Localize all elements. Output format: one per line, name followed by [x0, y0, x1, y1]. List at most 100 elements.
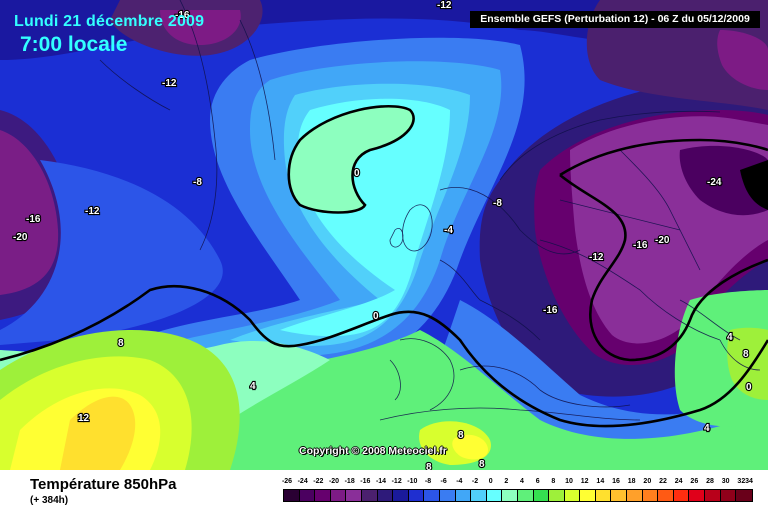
- color-scale-swatch: [408, 490, 425, 501]
- color-scale-label: 28: [706, 478, 714, 485]
- color-scale-label: 24: [674, 478, 683, 485]
- isotherm-label: -16: [543, 305, 558, 316]
- isotherm-label: -12: [589, 252, 604, 263]
- model-run-info: Ensemble GEFS (Perturbation 12) - 06 Z d…: [470, 11, 760, 28]
- color-scale-label: -26: [281, 478, 293, 485]
- color-scale-swatch: [455, 490, 472, 501]
- lead-time: (+ 384h): [30, 495, 69, 506]
- color-scale-swatch: [720, 490, 737, 501]
- isotherm-0-main: [0, 284, 768, 428]
- color-scale-label: -12: [391, 478, 402, 485]
- isotherm-label: 4: [250, 381, 256, 392]
- color-scale-label: -10: [407, 478, 418, 485]
- isotherm-label: -20: [655, 235, 670, 246]
- color-scale-label: 8: [551, 478, 556, 485]
- isotherm-minus20: [559, 138, 768, 362]
- color-scale-label: 0: [488, 478, 493, 485]
- isotherm-label: 4: [727, 332, 733, 343]
- isotherm-label: -16: [26, 214, 41, 225]
- color-scale-label: -4: [456, 478, 463, 485]
- color-scale-swatch: [377, 490, 394, 501]
- isotherm-label: 12: [78, 413, 90, 424]
- isotherm-label: 8: [426, 462, 432, 470]
- color-scale-label: -20: [328, 478, 340, 485]
- color-scale-swatch: [564, 490, 581, 501]
- color-scale-swatch: [393, 490, 409, 501]
- field-ne-magenta: [717, 30, 768, 90]
- color-scale-swatch: [689, 490, 706, 501]
- color-scale-label: 12: [580, 478, 589, 485]
- color-scale-swatch: [658, 490, 674, 501]
- copyright-notice: Copyright © 2008 Meteociel.fr: [299, 445, 447, 457]
- color-scale-swatch: [284, 490, 300, 501]
- color-scale-swatch: [471, 490, 487, 501]
- color-scale-swatch: [549, 490, 565, 501]
- color-scale-swatch: [346, 490, 362, 501]
- color-scale-swatch: [299, 490, 316, 501]
- color-scale-swatch: [486, 490, 503, 501]
- field-east-core: [679, 145, 768, 216]
- color-scale-swatch: [736, 490, 752, 501]
- isotherm-labels: -12 -16 -12 -8 -16 -12 -20 0 -8 -4 -12 -…: [12, 0, 753, 470]
- color-scale-label: 30: [721, 478, 730, 485]
- forecast-local-time: 7:00 locale: [20, 33, 128, 56]
- color-scale-label: 34: [745, 478, 753, 485]
- isotherms: [0, 104, 768, 428]
- field-green-blob: [288, 106, 414, 213]
- temperature-map: -12 -16 -12 -8 -16 -12 -20 0 -8 -4 -12 -…: [0, 0, 768, 470]
- color-scale-swatch: [533, 490, 550, 501]
- color-scale-label: 26: [690, 478, 699, 485]
- isotherm-label: 8: [743, 349, 749, 360]
- isotherm-label: 8: [479, 459, 485, 470]
- isotherm-label: -8: [193, 177, 202, 188]
- field-east-black: [740, 160, 768, 210]
- isotherm-label: 0: [373, 311, 379, 322]
- color-scale-swatch: [580, 490, 596, 501]
- color-scale-label: -8: [424, 478, 432, 485]
- color-scale-label: 16: [612, 478, 620, 485]
- color-scale-swatch: [642, 490, 659, 501]
- color-scale-swatch: [315, 490, 331, 501]
- isotherm-label: -20: [13, 232, 28, 243]
- color-scale-label: -22: [313, 478, 324, 485]
- parameter-title: Température 850hPa: [30, 476, 177, 493]
- isotherm-0-blob: [287, 104, 415, 214]
- color-scale-label: 2: [504, 478, 509, 485]
- color-scale-swatch: [502, 490, 518, 501]
- isotherm-label: -4: [444, 225, 453, 236]
- color-scale-swatch: [595, 490, 612, 501]
- color-scale-label: -6: [440, 478, 447, 485]
- color-scale-label: 10: [565, 478, 573, 485]
- field-africa-yellow2: [452, 434, 488, 460]
- isotherm-label: -16: [175, 10, 190, 21]
- color-scale-labels: -26 -24 -22 -20 -18 -16 -14 -12 -10 -8 -6 -4 -2 0 2 4 6 8…: [281, 478, 753, 488]
- coastlines: [99, 0, 761, 421]
- color-scale-label: -14: [375, 478, 387, 485]
- forecast-date: Lundi 21 décembre 2009: [14, 13, 205, 30]
- field-west-blue: [0, 160, 223, 345]
- field-nw-purple-core: [160, 10, 241, 45]
- color-scale-label: 32: [737, 478, 746, 485]
- color-scale-label: 4: [520, 478, 524, 485]
- field-west-magenta: [0, 130, 59, 295]
- isotherm-label: 0: [746, 382, 752, 393]
- color-scale-swatch: [627, 490, 643, 501]
- color-scale-swatch: [330, 490, 347, 501]
- isotherm-label: -8: [493, 198, 502, 209]
- map-canvas: -12 -16 -12 -8 -16 -12 -20 0 -8 -4 -12 -…: [0, 0, 768, 470]
- color-scale-swatch: [424, 490, 440, 501]
- isotherm-label: -12: [85, 206, 100, 217]
- color-scale-label: -18: [344, 478, 355, 485]
- color-scale-label: 14: [596, 478, 605, 485]
- color-scale-label: 22: [659, 478, 667, 485]
- color-scale-label: -24: [297, 478, 308, 485]
- color-scale-swatch: [611, 490, 628, 501]
- color-scale-swatch: [517, 490, 534, 501]
- isotherm-label: -12: [437, 0, 452, 11]
- isotherm-label: 8: [118, 338, 124, 349]
- color-scale-swatch: [439, 490, 456, 501]
- color-scale-label: -2: [471, 478, 479, 485]
- color-scale-label: 20: [643, 478, 652, 485]
- isotherm-label: -24: [707, 177, 722, 188]
- color-scale-label: 18: [627, 478, 636, 485]
